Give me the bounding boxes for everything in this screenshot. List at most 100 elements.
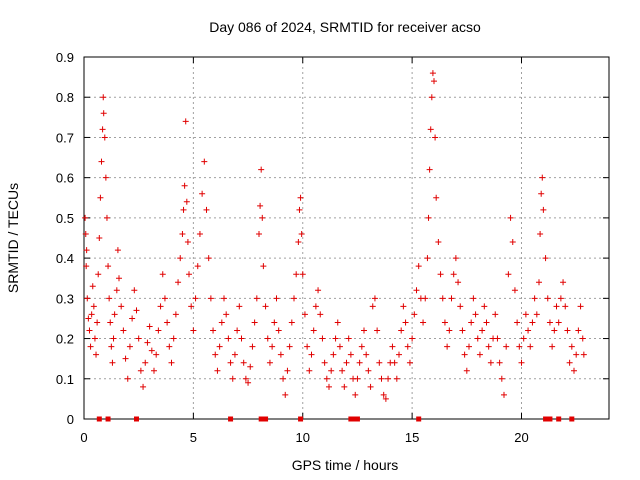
- data-point: [409, 335, 416, 342]
- data-point: [269, 343, 276, 350]
- data-point: [406, 359, 413, 366]
- data-point: [110, 335, 117, 342]
- data-point: [199, 190, 206, 197]
- data-point: [140, 383, 147, 390]
- data-point: [111, 311, 118, 318]
- data-point: [95, 271, 102, 278]
- data-point: [240, 359, 247, 366]
- data-point: [323, 375, 330, 382]
- data-point: [525, 327, 532, 334]
- data-point: [275, 327, 282, 334]
- data-point: [179, 230, 186, 237]
- data-point: [354, 375, 361, 382]
- data-point: [256, 230, 262, 237]
- data-point: [334, 319, 341, 326]
- data-point: [426, 166, 433, 173]
- data-point: [107, 319, 114, 326]
- data-point: [446, 327, 453, 334]
- data-point: [190, 327, 197, 334]
- data-point: [207, 295, 214, 302]
- data-point: [455, 279, 462, 286]
- data-point: [509, 239, 516, 246]
- data-point: [168, 359, 175, 366]
- data-point: [487, 359, 494, 366]
- baseline-marker: [354, 416, 360, 422]
- data-point: [89, 283, 96, 290]
- data-point: [236, 303, 243, 310]
- data-point: [472, 311, 479, 318]
- data-point: [389, 343, 396, 350]
- data-point: [428, 94, 435, 101]
- data-point: [555, 319, 562, 326]
- data-point: [339, 367, 346, 374]
- data-point: [580, 351, 587, 358]
- data-point: [380, 391, 387, 398]
- data-point: [461, 351, 468, 358]
- data-point: [566, 359, 573, 366]
- data-point: [295, 239, 302, 246]
- data-point: [549, 343, 556, 350]
- y-tick-label: 0.1: [56, 372, 74, 387]
- data-point: [562, 303, 569, 310]
- data-point: [291, 295, 297, 302]
- data-point: [90, 303, 97, 310]
- data-point: [498, 375, 505, 382]
- data-point: [82, 230, 89, 237]
- data-point: [253, 295, 260, 302]
- baseline-marker: [547, 416, 553, 422]
- baseline-marker: [298, 416, 304, 422]
- data-point: [146, 323, 153, 330]
- data-point: [100, 110, 107, 117]
- data-point: [84, 295, 91, 302]
- data-point: [520, 335, 527, 342]
- data-point: [466, 343, 472, 350]
- data-points: [82, 70, 587, 402]
- baseline-markers: [96, 416, 575, 422]
- data-point: [319, 335, 326, 342]
- data-point: [249, 343, 256, 350]
- data-point: [148, 347, 155, 354]
- data-point: [101, 134, 108, 141]
- data-point: [142, 359, 149, 366]
- data-point: [425, 214, 432, 221]
- y-tick-label: 0.4: [56, 251, 74, 266]
- data-point: [93, 351, 100, 358]
- data-point: [536, 279, 542, 286]
- y-tick-label: 0.6: [56, 171, 74, 186]
- data-point: [378, 375, 385, 382]
- data-point: [234, 327, 241, 334]
- data-point: [328, 367, 335, 374]
- data-point: [424, 255, 431, 262]
- data-point: [186, 271, 192, 278]
- data-point: [367, 383, 374, 390]
- grid-lines: [84, 57, 609, 419]
- data-point: [108, 343, 115, 350]
- data-point: [476, 351, 483, 358]
- data-point: [343, 359, 350, 366]
- data-point: [116, 275, 122, 282]
- data-point: [210, 327, 217, 334]
- data-point: [277, 351, 284, 358]
- data-point: [124, 375, 131, 382]
- data-point: [201, 158, 208, 165]
- data-point: [308, 351, 315, 358]
- data-point: [216, 343, 223, 350]
- data-point: [231, 351, 238, 358]
- data-point: [284, 367, 291, 374]
- data-point: [531, 295, 538, 302]
- data-point: [131, 287, 138, 294]
- data-point: [518, 359, 525, 366]
- data-point: [579, 335, 586, 342]
- data-point: [106, 295, 113, 302]
- data-point: [182, 118, 189, 125]
- data-point: [286, 343, 293, 350]
- data-point: [293, 271, 300, 278]
- data-point: [264, 335, 271, 342]
- data-point: [457, 303, 464, 310]
- data-point: [196, 230, 203, 237]
- data-point: [83, 247, 90, 254]
- data-point: [345, 335, 352, 342]
- data-point: [516, 343, 523, 350]
- data-point: [87, 343, 94, 350]
- data-point: [538, 190, 545, 197]
